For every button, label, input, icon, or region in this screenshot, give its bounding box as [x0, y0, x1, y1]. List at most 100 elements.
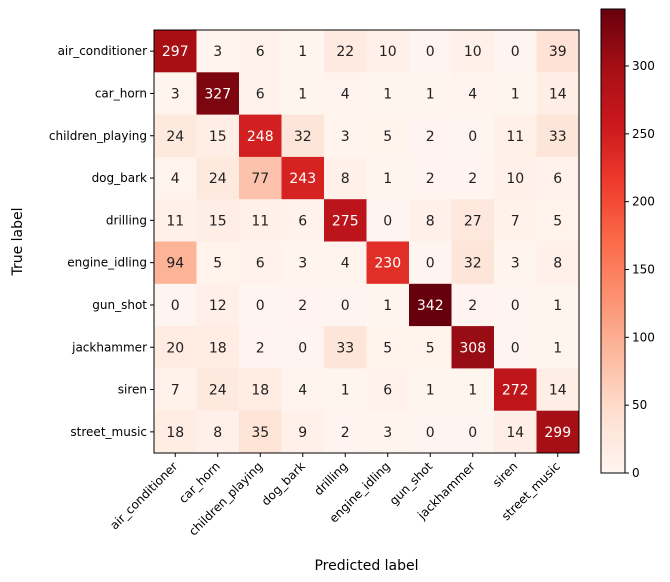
heatmap-cell	[366, 326, 410, 369]
heatmap-cell	[366, 30, 410, 73]
cell-value-label: 5	[213, 256, 222, 272]
x-tick-label: air_conditioner	[107, 459, 180, 532]
y-tick-label: jackhammer	[71, 340, 147, 354]
heatmap-cell	[281, 199, 325, 242]
heatmap-cell	[536, 72, 580, 116]
heatmap-cell	[281, 283, 325, 327]
cell-value-label: 1	[298, 86, 307, 102]
heatmap-cell	[536, 30, 580, 73]
cell-value-label: 6	[256, 256, 265, 272]
heatmap-cell	[154, 241, 197, 285]
heatmap-cell	[366, 114, 410, 158]
cell-value-label: 15	[209, 213, 227, 229]
heatmap-cell	[324, 283, 367, 327]
heatmap-cell	[409, 114, 452, 158]
heatmap-cell	[239, 72, 282, 116]
cell-value-label: 5	[383, 340, 392, 356]
heatmap-cell	[494, 156, 537, 200]
cell-value-label: 297	[162, 44, 189, 60]
y-tick-label: car_horn	[95, 86, 147, 100]
heatmap-cell	[154, 30, 197, 73]
heatmap-cell	[494, 72, 537, 116]
x-tick-label: drilling	[311, 459, 350, 498]
cell-value-label: 6	[553, 171, 562, 187]
heatmap-cell	[239, 156, 282, 200]
heatmap-cell	[451, 326, 495, 369]
heatmap-cell	[196, 410, 240, 454]
heatmap-cell	[536, 241, 580, 285]
x-axis-ticks: air_conditionercar_hornchildren_playingd…	[107, 453, 563, 538]
heatmap-cell	[494, 114, 537, 158]
heatmap-cell	[366, 368, 410, 412]
cell-value-label: 77	[251, 171, 269, 187]
cell-value-label: 4	[341, 256, 350, 272]
cell-value-label: 39	[549, 44, 567, 60]
heatmap-cell	[536, 326, 580, 369]
heatmap-cell	[409, 283, 452, 327]
cell-value-label: 0	[171, 298, 180, 314]
cell-value-label: 3	[171, 86, 180, 102]
heatmap-cell	[281, 326, 325, 369]
cell-value-label: 308	[459, 340, 486, 356]
heatmap-cell	[494, 368, 537, 412]
heatmap-cell	[536, 156, 580, 200]
heatmap-cell	[494, 30, 537, 73]
cell-value-label: 0	[298, 340, 307, 356]
cell-value-label: 2	[426, 129, 435, 145]
heatmap-cell	[494, 241, 537, 285]
heatmap-cell	[409, 156, 452, 200]
cell-value-label: 8	[213, 425, 222, 441]
cell-value-label: 1	[298, 44, 307, 60]
heatmap-cell	[154, 410, 197, 454]
cell-value-label: 6	[383, 383, 392, 399]
y-tick-label: drilling	[106, 213, 147, 227]
cell-value-label: 8	[426, 213, 435, 229]
cell-value-label: 0	[468, 129, 477, 145]
heatmap-cell	[451, 283, 495, 327]
cell-value-label: 4	[468, 86, 477, 102]
heatmap-cell	[281, 72, 325, 116]
heatmap-cell	[324, 368, 367, 412]
heatmap-cell	[154, 326, 197, 369]
cell-value-label: 10	[379, 44, 397, 60]
cell-value-label: 24	[209, 383, 227, 399]
cell-value-label: 10	[506, 171, 524, 187]
heatmap-cell	[324, 410, 367, 454]
heatmap-cell	[196, 199, 240, 242]
cell-value-label: 24	[166, 129, 184, 145]
heatmap-cell	[239, 368, 282, 412]
colorbar-tick-label: 200	[632, 195, 655, 209]
heatmap-cell	[451, 410, 495, 454]
heatmap-cell	[494, 199, 537, 242]
heatmap-cell	[239, 30, 282, 73]
heatmap-cells	[154, 30, 580, 454]
x-tick-label: children_playing	[186, 459, 265, 538]
heatmap-cell	[239, 283, 282, 327]
cell-value-label: 32	[294, 129, 312, 145]
cell-value-label: 2	[256, 340, 265, 356]
colorbar	[600, 8, 626, 474]
heatmap-cell	[196, 283, 240, 327]
cell-value-label: 299	[544, 425, 571, 441]
cell-value-label: 5	[553, 213, 562, 229]
heatmap-cell	[324, 241, 367, 285]
y-tick-label: siren	[118, 383, 147, 397]
cell-value-label: 8	[553, 256, 562, 272]
cell-value-label: 1	[553, 298, 562, 314]
heatmap-cell	[154, 156, 197, 200]
cell-value-label: 24	[209, 171, 227, 187]
cell-value-label: 8	[341, 171, 350, 187]
cell-value-label: 6	[256, 86, 265, 102]
cell-value-label: 11	[166, 213, 184, 229]
heatmap-cell	[536, 283, 580, 327]
heatmap-cell	[451, 30, 495, 73]
heatmap-cell	[281, 156, 325, 200]
cell-value-label: 27	[464, 213, 482, 229]
cell-value-label: 272	[502, 383, 529, 399]
cell-value-label: 5	[426, 340, 435, 356]
heatmap-cell	[366, 199, 410, 242]
cell-value-label: 1	[426, 86, 435, 102]
cell-value-label: 2	[468, 171, 477, 187]
heatmap-cell	[409, 410, 452, 454]
cell-value-label: 275	[332, 213, 359, 229]
